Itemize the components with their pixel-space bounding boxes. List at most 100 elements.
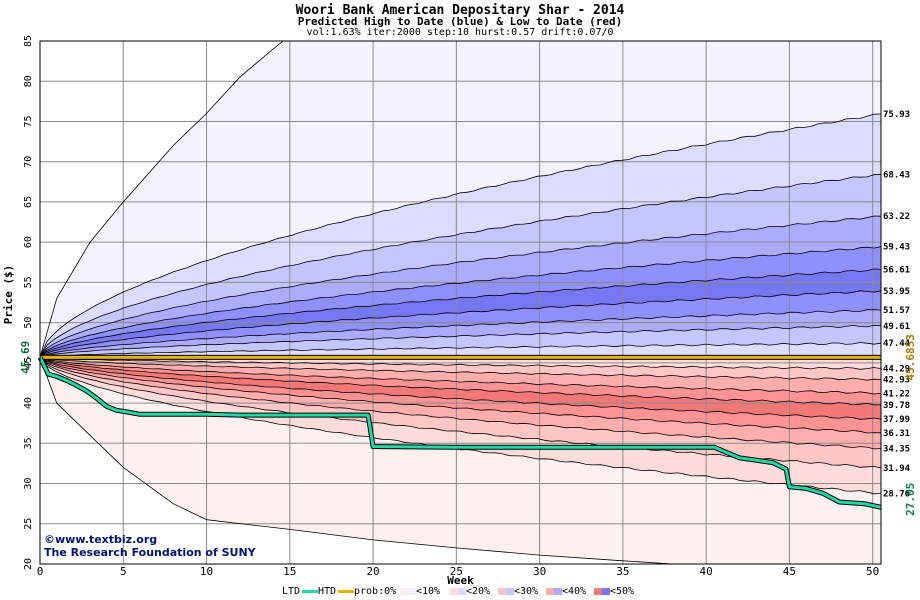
- x-tick-label: 0: [37, 565, 44, 578]
- high-quantile-line: [40, 173, 881, 358]
- x-axis-label: Week: [447, 574, 474, 586]
- y-tick-label: 75: [23, 115, 34, 127]
- legend-b40-swatch: [546, 588, 562, 595]
- legend-prob-label: prob:0%: [354, 586, 397, 597]
- y-tick-label: 20: [23, 558, 34, 570]
- high-quantile-line: [40, 246, 881, 358]
- y-tick-label: 30: [23, 478, 34, 490]
- high-quantile-label: 56.61: [883, 265, 910, 275]
- high-quantile-label: 75.93: [883, 110, 910, 120]
- credit-org: The Research Foundation of SUNY: [44, 546, 256, 559]
- legend-b30-swatch: [498, 588, 514, 595]
- high-quantile-label: 68.43: [883, 170, 910, 180]
- legend-b50: <50%: [592, 586, 634, 597]
- y-tick-label: 50: [23, 317, 34, 329]
- high-quantile-label: 49.61: [883, 322, 910, 332]
- low-quantile-line: [40, 356, 881, 381]
- prob-line: [40, 355, 881, 359]
- legend-b40-label: <40%: [562, 586, 587, 597]
- x-tick-label: 50: [866, 565, 879, 578]
- legend-htd: HTD: [300, 586, 336, 597]
- chart: 0 5 10 15 20 25 30 35 40 45 50 20 25 30 35 40 45 50 55 60 65…: [2, 35, 917, 586]
- legend-prob-swatch: [338, 590, 354, 593]
- high-quantile-line: [40, 113, 881, 358]
- low-quantile-line: [40, 356, 881, 406]
- y-tick-label: 60: [23, 236, 34, 248]
- low-quantile-line: [40, 356, 881, 434]
- legend-b10: <10%: [398, 586, 440, 597]
- low-quantile-label: 41.22: [883, 389, 910, 399]
- htd-line: [38, 356, 882, 509]
- high-quantile-label: 63.22: [883, 212, 910, 222]
- legend-htd-label: HTD: [318, 586, 337, 597]
- low-quantile-label: 42.93: [883, 376, 910, 386]
- chart-title: Woori Bank American Depositary Shar - 20…: [295, 3, 625, 18]
- x-tick-label: 35: [616, 565, 629, 578]
- y-tick-label: 45: [23, 357, 34, 369]
- outer-high-line: [40, 41, 284, 358]
- y-tick-label: 65: [23, 196, 34, 208]
- y-tick-label: 40: [23, 397, 34, 409]
- low-quantile-line: [40, 356, 881, 395]
- high-quantile-line: [40, 324, 881, 358]
- high-quantile-line: [40, 342, 881, 358]
- high-quantile-line: [40, 290, 881, 358]
- last-ltd-label: 27.05: [904, 483, 917, 516]
- legend-b40: <40%: [544, 586, 586, 597]
- current-price-label: 45.6853: [904, 334, 917, 380]
- y-tick-label: 70: [23, 156, 34, 168]
- chart-parameters: vol:1.63% iter:2000 step:10 hurst:0.57 d…: [306, 27, 614, 38]
- low-quantile-label: 31.94: [883, 464, 911, 474]
- low-quantile-line: [40, 356, 881, 450]
- chart-subtitle: Predicted High to Date (blue) & Low to D…: [297, 15, 623, 28]
- low-quantile-label: 39.78: [883, 401, 910, 411]
- high-quantile-line: [40, 268, 881, 358]
- legend-htd-swatch: [302, 590, 318, 593]
- y-tick-label: 85: [23, 35, 34, 47]
- legend-prob: prob:0%: [336, 586, 396, 597]
- x-tick-label: 10: [200, 565, 213, 578]
- high-quantile-label: 51.57: [883, 306, 910, 316]
- low-quantile-line: [40, 356, 881, 420]
- y-tick-label: 35: [23, 437, 34, 449]
- y-axis-label: Price ($): [2, 265, 15, 325]
- high-quantile-line: [40, 309, 881, 358]
- credit-block: ©www.textbiz.org The Research Foundation…: [44, 533, 256, 559]
- x-tick-label: 5: [120, 565, 127, 578]
- x-tick-label: 40: [700, 565, 713, 578]
- x-tick-label: 30: [533, 565, 546, 578]
- y-tick-label: 80: [23, 75, 34, 87]
- y-tick-label: 25: [23, 518, 34, 530]
- legend-ltd: LTD: [282, 586, 300, 597]
- outer-low-line: [40, 357, 673, 564]
- high-quantile-label: 47.44: [883, 339, 911, 349]
- high-quantile-label: 53.95: [883, 287, 910, 297]
- low-quantile-label: 37.99: [883, 415, 910, 425]
- legend-b20: <20%: [448, 586, 490, 597]
- legend-b30: <30%: [496, 586, 538, 597]
- quantile-lines: [40, 41, 881, 564]
- legend-b30-label: <30%: [514, 586, 539, 597]
- legend-b10-label: <10%: [416, 586, 441, 597]
- plot-frame: [39, 40, 882, 565]
- high-quantile-line: [40, 215, 881, 358]
- legend-b50-label: <50%: [610, 586, 635, 597]
- x-tick-label: 20: [366, 565, 379, 578]
- low-quantile-line: [40, 356, 881, 370]
- legend-ltd-label: LTD: [282, 586, 301, 597]
- legend-b10-swatch: [400, 588, 416, 595]
- credit-site: ©www.textbiz.org: [44, 533, 158, 546]
- low-quantile-label: 44.29: [883, 365, 910, 375]
- x-tick-label: 45: [783, 565, 796, 578]
- legend-b50-swatch: [594, 588, 610, 595]
- low-quantile-label: 34.35: [883, 445, 910, 455]
- bands-group: [40, 41, 881, 564]
- legend: LTD HTD prob:0% <10% <20% <30% <40% <50%: [0, 586, 920, 600]
- low-quantile-label: 28.76: [883, 490, 910, 500]
- legend-b20-swatch: [450, 588, 466, 595]
- high-quantile-label: 59.43: [883, 243, 910, 253]
- x-tick-label: 25: [450, 565, 463, 578]
- start-price-label: 45.69: [19, 341, 32, 374]
- low-quantile-label: 36.31: [883, 429, 910, 439]
- legend-b20-label: <20%: [466, 586, 491, 597]
